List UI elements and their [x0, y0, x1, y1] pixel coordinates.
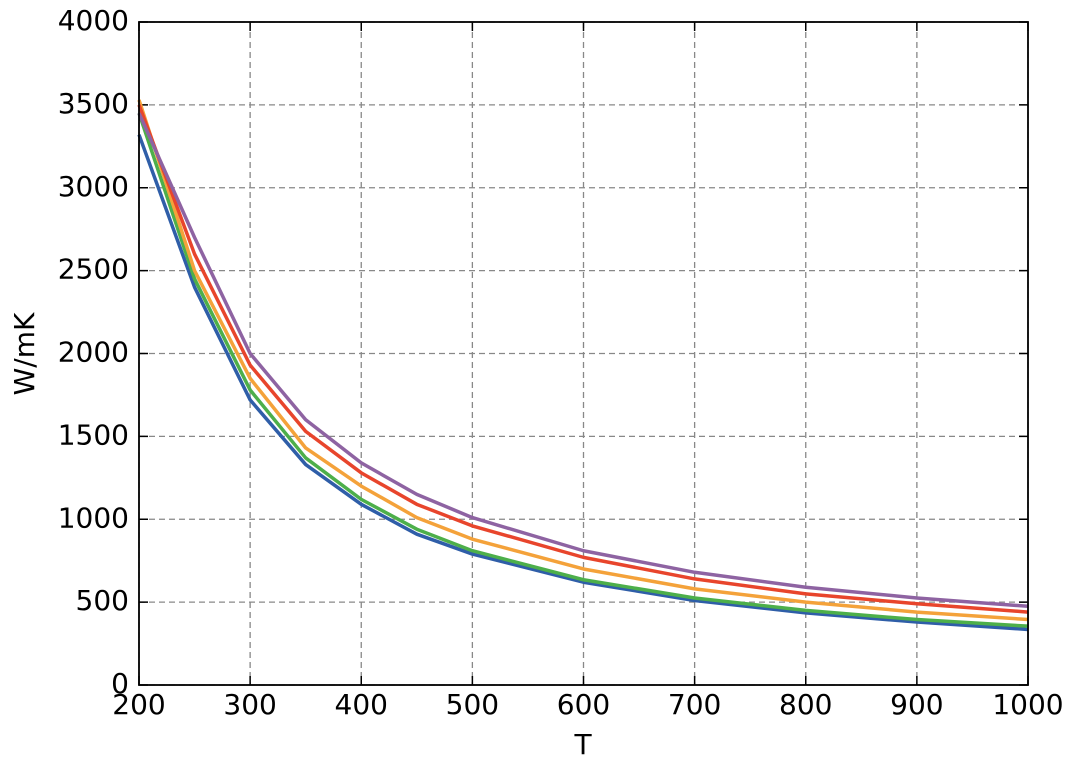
y-tick-label: 2000	[58, 336, 129, 369]
y-tick-label: 4000	[58, 4, 129, 37]
y-tick-label: 2500	[58, 253, 129, 286]
y-tick-label: 3500	[58, 87, 129, 120]
series-line	[137, 104, 1029, 614]
x-tick-label: 1000	[992, 688, 1063, 721]
plot-frame	[138, 21, 1029, 686]
x-tick-label: 700	[668, 688, 721, 721]
x-tick-label: 500	[446, 688, 499, 721]
y-tick-label: 1500	[58, 418, 129, 451]
y-axis-label: W/mK	[8, 312, 41, 395]
series-line	[137, 134, 1029, 632]
series-line	[137, 112, 1029, 609]
y-tick-label: 1000	[58, 501, 129, 534]
x-axis-label: T	[573, 728, 592, 761]
x-tick-label: 900	[890, 688, 943, 721]
x-tick-label: 400	[335, 688, 388, 721]
x-tick-label: 800	[779, 688, 832, 721]
y-tick-label: 500	[76, 584, 129, 617]
series-line	[137, 112, 1029, 628]
x-tick-label: 200	[112, 688, 165, 721]
series-line	[137, 99, 1029, 622]
x-tick-label: 600	[557, 688, 610, 721]
y-tick-label: 0	[111, 667, 129, 700]
x-tick-label: 300	[223, 688, 276, 721]
y-tick-label: 3000	[58, 170, 129, 203]
